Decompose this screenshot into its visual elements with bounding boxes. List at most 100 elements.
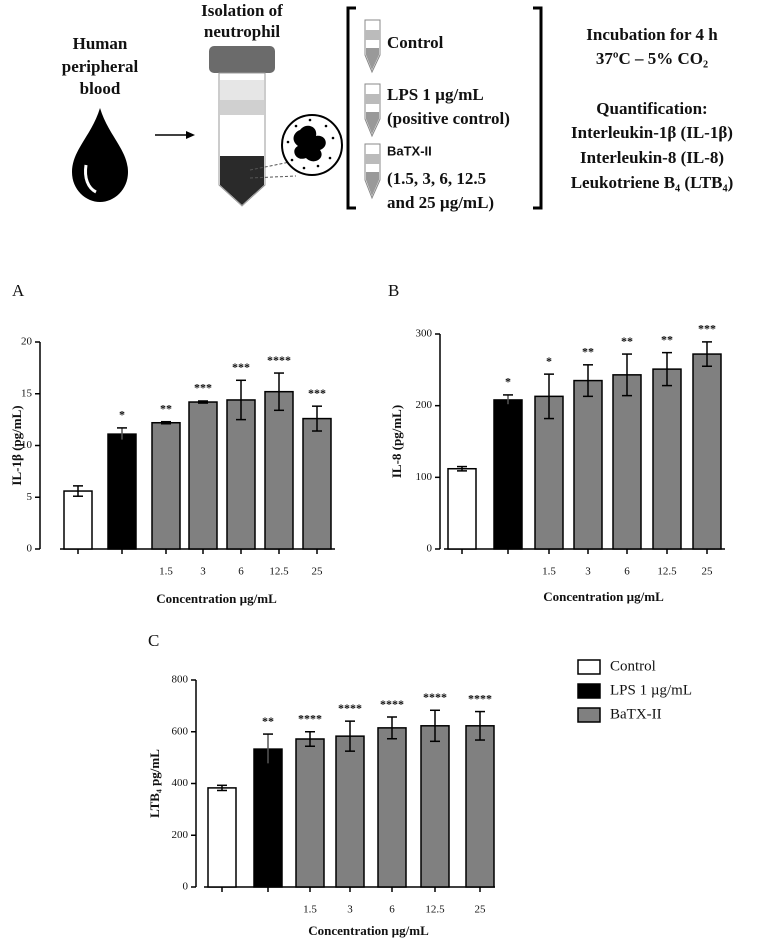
bar (612, 374, 642, 550)
x-tick-label: 6 (389, 904, 395, 916)
blood-label: blood (80, 79, 121, 98)
x-tick-label: 12.5 (269, 566, 289, 578)
significance-label: * (119, 408, 125, 422)
significance-label: *** (194, 381, 212, 395)
quantification-label: Interleukin-1β (IL-1β) (571, 123, 733, 142)
blood-drop (72, 108, 128, 202)
lps-label: LPS 1 µg/mL (387, 85, 484, 104)
x-tick-label: 3 (200, 566, 206, 578)
x-tick-label: 6 (624, 566, 630, 578)
significance-label: **** (298, 712, 322, 726)
bar (107, 433, 137, 550)
bar (188, 401, 218, 550)
x-tick-label: 25 (312, 566, 324, 578)
significance-label: **** (380, 697, 404, 711)
drop-highlight (84, 164, 97, 194)
bar (447, 467, 477, 550)
x-tick-label: 3 (347, 904, 353, 916)
y-tick-label: 0 (427, 543, 433, 555)
x-tick-label: 1.5 (303, 904, 317, 916)
bar (226, 399, 256, 550)
bar (151, 421, 181, 550)
x-tick-label: 1.5 (542, 566, 556, 578)
quantification-label: Interleukin-8 (IL-8) (580, 148, 724, 167)
panel-label: A (12, 281, 25, 300)
y-axis-label: IL-8 (pg/mL) (389, 405, 404, 478)
isolation-label: neutrophil (204, 22, 280, 41)
significance-label: ** (582, 345, 594, 359)
bar (573, 379, 603, 550)
panel-label: B (388, 281, 399, 300)
significance-label: **** (423, 690, 447, 704)
incubation-label: 37ºC – 5% CO₂ (596, 49, 708, 68)
bar (692, 353, 722, 550)
bar (63, 490, 93, 550)
y-axis-label: IL-1β (pg/mL) (9, 405, 24, 485)
x-axis-label: Concentration µg/mL (543, 589, 664, 604)
significance-label: *** (232, 360, 250, 374)
y-tick-label: 800 (172, 674, 189, 686)
y-tick-label: 200 (172, 829, 189, 841)
lps-label: (positive control) (387, 109, 510, 128)
significance-label: ** (262, 714, 274, 728)
significance-label: **** (267, 353, 291, 367)
bracket-left (346, 6, 356, 210)
y-tick-label: 15 (21, 387, 33, 399)
x-tick-label: 3 (585, 566, 591, 578)
panel-label: C (148, 631, 159, 650)
isolation-label: Isolation of (201, 1, 283, 20)
legend-swatch (577, 683, 601, 699)
y-tick-label: 0 (183, 881, 189, 893)
granules (286, 118, 335, 170)
bar (465, 725, 495, 888)
x-tick-label: 1.5 (159, 566, 173, 578)
blood-label: Human (73, 34, 128, 53)
legend-swatch (577, 707, 601, 723)
y-tick-label: 400 (172, 777, 189, 789)
significance-label: **** (468, 691, 492, 705)
y-tick-label: 20 (21, 336, 33, 348)
significance-label: ** (160, 401, 172, 415)
incubation-label: Incubation for 4 h (586, 25, 718, 44)
bar (253, 748, 283, 888)
y-tick-label: 10 (21, 439, 33, 451)
significance-label: ** (661, 332, 673, 346)
batx-doses: and 25 µg/mL) (387, 193, 494, 212)
significance-label: *** (698, 322, 716, 336)
batx-doses: (1.5, 3, 6, 12.5 (387, 169, 486, 188)
x-axis-label: Concentration µg/mL (156, 591, 277, 606)
x-tick-label: 12.5 (425, 904, 445, 916)
bar (264, 390, 294, 550)
significance-label: * (546, 354, 552, 368)
batx-label: BaTX-II (387, 143, 432, 158)
y-tick-label: 5 (27, 491, 33, 503)
bar (420, 725, 450, 888)
y-axis-label: LTB₄ pg/mL (147, 749, 162, 818)
tube-cap (209, 46, 275, 73)
layer (220, 80, 264, 100)
neutrophil-layer (220, 156, 264, 205)
control-label: Control (387, 33, 444, 52)
legend-label: Control (610, 658, 656, 674)
x-axis-label: Concentration µg/mL (308, 923, 429, 938)
x-tick-label: 6 (238, 566, 244, 578)
y-tick-label: 300 (416, 328, 433, 340)
bar (493, 399, 523, 550)
significance-label: *** (308, 386, 326, 400)
bar (207, 787, 237, 888)
significance-label: ** (621, 334, 633, 348)
zoom-line (249, 161, 291, 171)
arrow-head (186, 131, 195, 139)
y-tick-label: 200 (416, 399, 433, 411)
quantification-label: Quantification: (596, 99, 707, 118)
bar (335, 735, 365, 888)
layer (220, 100, 264, 115)
x-tick-label: 25 (702, 566, 714, 578)
zoom-line (249, 175, 297, 179)
bracket-right (533, 6, 543, 210)
bar (377, 727, 407, 888)
bar (295, 738, 325, 888)
significance-label: * (505, 375, 511, 389)
blood-label: peripheral (62, 57, 139, 76)
